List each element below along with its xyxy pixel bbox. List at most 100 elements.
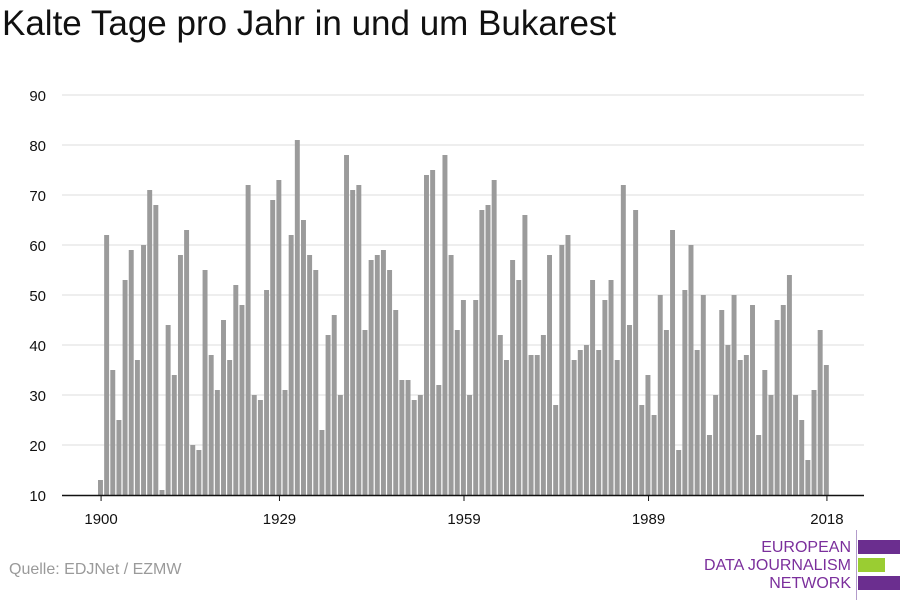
bar-2001 xyxy=(719,310,725,495)
bar-1938 xyxy=(331,315,337,495)
bar-1971 xyxy=(534,355,540,495)
chart-title: Kalte Tage pro Jahr in und um Bukarest xyxy=(2,4,617,43)
logo-divider xyxy=(856,530,857,600)
logo-line-data-journalism: DATA JOURNALISM xyxy=(704,557,851,574)
x-tick-label-1929: 1929 xyxy=(263,511,296,528)
bar-1937 xyxy=(325,335,331,495)
bar-1905 xyxy=(128,250,134,495)
y-tick-label-90: 90 xyxy=(29,88,46,105)
bar-1989 xyxy=(645,375,651,495)
bar-2003 xyxy=(731,295,737,495)
bar-1909 xyxy=(153,205,159,495)
bar-1991 xyxy=(657,295,663,495)
bar-1946 xyxy=(380,250,386,495)
bar-1925 xyxy=(251,395,257,495)
bar-1941 xyxy=(350,190,356,495)
bar-1907 xyxy=(141,245,147,495)
bar-1983 xyxy=(608,280,614,495)
bar-1927 xyxy=(264,290,270,495)
bar-2011 xyxy=(780,305,786,495)
bar-1940 xyxy=(344,155,350,495)
logo-bar-purple-bottom xyxy=(858,576,900,590)
bar-1953 xyxy=(424,175,429,495)
bar-1999 xyxy=(706,435,712,495)
bar-1933 xyxy=(300,220,306,495)
bar-1914 xyxy=(184,230,190,495)
bar-1963 xyxy=(485,205,491,495)
bars xyxy=(98,140,829,495)
bar-1975 xyxy=(559,245,565,495)
bar-1995 xyxy=(682,290,688,495)
logo-bar-green xyxy=(858,558,885,572)
logo-line-european: EUROPEAN xyxy=(761,539,851,556)
bar-2013 xyxy=(793,395,799,495)
y-tick-label-70: 70 xyxy=(29,188,46,205)
bar-2009 xyxy=(768,395,774,495)
bar-1952 xyxy=(417,395,423,495)
bar-1956 xyxy=(442,155,448,495)
x-tick-label-2018: 2018 xyxy=(810,511,843,528)
bar-1990 xyxy=(651,415,657,495)
bar-1922 xyxy=(233,285,239,495)
y-tick-label-60: 60 xyxy=(29,238,46,255)
bar-1951 xyxy=(411,400,417,495)
bar-1944 xyxy=(368,260,374,495)
bar-1904 xyxy=(122,280,128,495)
bar-1932 xyxy=(294,140,300,495)
bar-1968 xyxy=(516,280,522,495)
y-tick-label-80: 80 xyxy=(29,138,46,155)
bar-1988 xyxy=(639,405,645,495)
y-tick-label-10: 10 xyxy=(29,488,46,505)
bar-2007 xyxy=(756,435,762,495)
x-tick-label-1900: 1900 xyxy=(84,511,117,528)
bar-1902 xyxy=(110,370,116,495)
bar-1934 xyxy=(307,255,313,495)
bar-1970 xyxy=(528,355,534,495)
bar-2017 xyxy=(817,330,823,495)
source-note: Quelle: EDJNet / EZMW xyxy=(9,561,182,578)
y-tick-label-30: 30 xyxy=(29,388,46,405)
bar-1972 xyxy=(540,335,546,495)
edjnet-logo: EUROPEAN DATA JOURNALISM NETWORK xyxy=(704,530,900,600)
bar-1911 xyxy=(165,325,171,495)
bar-1962 xyxy=(479,210,485,495)
bar-1967 xyxy=(510,260,516,495)
bar-1977 xyxy=(571,360,577,495)
x-tick-label-1989: 1989 xyxy=(632,511,665,528)
bar-1931 xyxy=(288,235,294,495)
bar-1965 xyxy=(497,335,503,495)
bar-2012 xyxy=(786,275,792,495)
bar-1939 xyxy=(337,395,343,495)
bar-1943 xyxy=(362,330,368,495)
bar-1917 xyxy=(202,270,208,495)
bar-1908 xyxy=(147,190,153,495)
bar-2014 xyxy=(799,420,805,495)
bar-1964 xyxy=(491,180,497,495)
bar-1998 xyxy=(700,295,706,495)
bar-1942 xyxy=(356,185,362,495)
bar-1959 xyxy=(460,300,466,495)
bar-1960 xyxy=(467,395,473,495)
bar-2016 xyxy=(811,390,817,495)
y-axis-ticks: 10 20 30 40 50 60 70 80 90 xyxy=(29,88,46,505)
bar-1974 xyxy=(553,405,559,495)
bar-1961 xyxy=(473,300,479,495)
bar-1997 xyxy=(694,350,700,495)
bar-1996 xyxy=(688,245,694,495)
bar-1992 xyxy=(663,330,669,495)
bar-1945 xyxy=(374,255,380,495)
bar-1950 xyxy=(405,380,411,495)
bar-2006 xyxy=(750,305,755,495)
bar-1916 xyxy=(196,450,202,495)
bar-1979 xyxy=(583,345,589,495)
bar-1936 xyxy=(319,430,325,495)
bar-1949 xyxy=(399,380,405,495)
bar-1915 xyxy=(190,445,196,495)
bar-1947 xyxy=(387,270,393,495)
bar-1919 xyxy=(214,390,220,495)
bar-1973 xyxy=(547,255,552,495)
bar-1976 xyxy=(565,235,571,495)
bar-1982 xyxy=(602,300,608,495)
y-tick-label-20: 20 xyxy=(29,438,46,455)
bar-1913 xyxy=(177,255,183,495)
